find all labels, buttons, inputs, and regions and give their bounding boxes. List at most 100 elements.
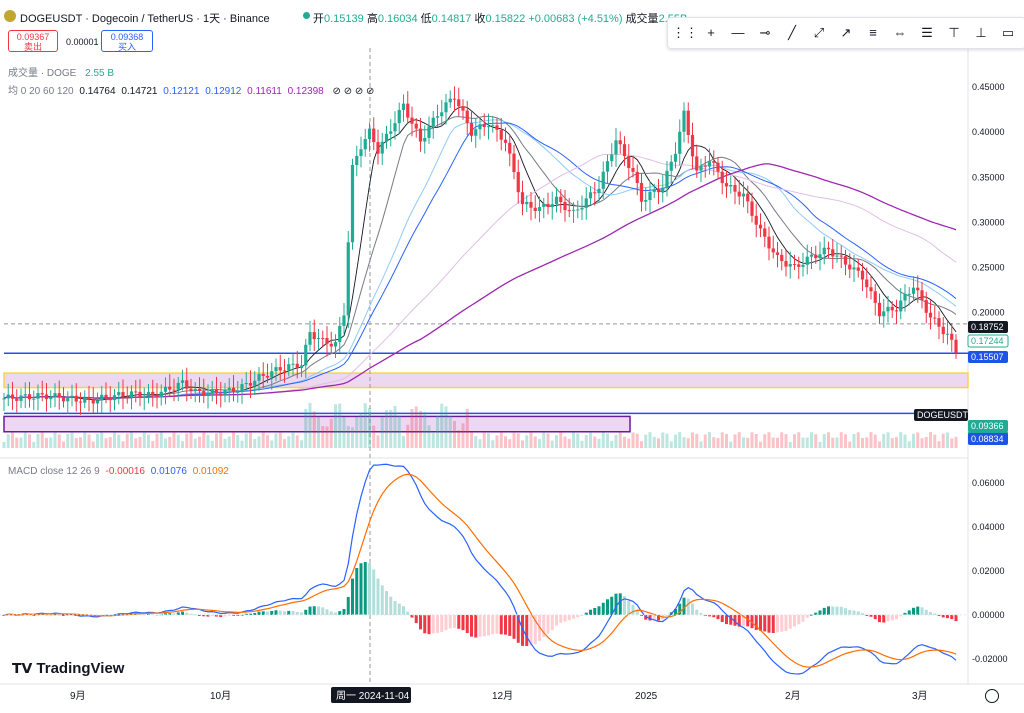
- volume-bar: [941, 433, 945, 448]
- volume-bar: [682, 437, 686, 448]
- macd-histogram-bar: [495, 614, 499, 634]
- dogecoin-logo-icon: [4, 10, 16, 22]
- candle-body: [554, 196, 559, 205]
- buy-label: 买入: [117, 42, 136, 52]
- volume-bar: [236, 435, 240, 448]
- parallel-channel-icon[interactable]: ≡: [869, 25, 877, 40]
- buy-button[interactable]: 0.09368 买入: [101, 30, 153, 52]
- sell-button[interactable]: 0.09367 卖出: [8, 30, 58, 52]
- macd-histogram-bar: [427, 614, 431, 635]
- volume-bar: [631, 432, 635, 448]
- volume-bar: [53, 432, 57, 448]
- volume-bar: [763, 434, 767, 448]
- fib-retracement-icon[interactable]: ☰: [921, 25, 933, 40]
- rectangle-icon[interactable]: ▭: [1001, 25, 1015, 40]
- volume-bar: [206, 434, 210, 448]
- volume-bar: [835, 437, 839, 448]
- macd-histogram-bar: [784, 614, 788, 631]
- candle-body: [457, 99, 461, 107]
- low-label: 低: [420, 13, 432, 25]
- macd-histogram-bar: [470, 614, 473, 637]
- macd-histogram-bar: [674, 608, 677, 615]
- candle-body: [36, 393, 40, 399]
- volume-bar: [87, 434, 91, 448]
- ma-indicator-legend[interactable]: 均 0 20 60 120 0.14764 0.14721 0.12121 0.…: [8, 82, 374, 97]
- macd-histogram-bar: [640, 614, 643, 617]
- volume-bar: [504, 436, 507, 448]
- horizontal-line-icon[interactable]: —: [731, 25, 745, 40]
- ma-settings-icons[interactable]: ⊘ ⊘ ⊘ ⊘: [332, 86, 375, 97]
- macd-histogram-bar: [215, 614, 218, 617]
- volume-bar: [108, 437, 112, 448]
- macd-histogram-bar: [848, 609, 852, 615]
- candle-body: [448, 98, 452, 103]
- macd-histogram-bar: [168, 613, 172, 615]
- macd-histogram-bar: [827, 606, 830, 615]
- volume-bar: [329, 418, 333, 448]
- macd-indicator-title: MACD close 12 26 9: [8, 466, 100, 477]
- macd-histogram-bar: [890, 614, 894, 621]
- volume-bar: [512, 432, 516, 448]
- volume-bar: [91, 441, 95, 448]
- horizontal-ray-icon[interactable]: ⊸: [759, 25, 771, 40]
- macd-indicator-values: -0.00016 0.01076 0.01092: [103, 466, 229, 477]
- macd-histogram-bar: [244, 613, 248, 615]
- volume-bar: [32, 441, 36, 448]
- support-zone: [3, 415, 631, 433]
- candle-body: [6, 394, 10, 399]
- ray-line-icon[interactable]: ↗: [840, 25, 852, 40]
- candle-body: [57, 393, 61, 398]
- candle-body: [418, 128, 423, 142]
- macd-histogram-bar: [937, 614, 941, 616]
- macd-histogram-bar: [164, 613, 167, 615]
- volume-bar: [359, 412, 363, 448]
- extended-line-icon[interactable]: ⤢: [813, 25, 825, 40]
- macd-histogram-bar: [691, 603, 694, 615]
- macd-histogram-bar: [453, 614, 456, 628]
- crosshair-icon[interactable]: +: [707, 25, 715, 40]
- drag-handle-icon[interactable]: ⋮⋮: [672, 25, 698, 40]
- macd-histogram-bar: [402, 606, 405, 615]
- flat-channel-icon[interactable]: ⇔: [893, 25, 907, 40]
- volume-bar: [716, 438, 720, 448]
- candle-body: [91, 399, 95, 404]
- candle-body: [376, 142, 380, 154]
- volume-bar: [708, 432, 711, 448]
- volume-bar: [546, 433, 550, 448]
- volume-bar: [334, 404, 337, 448]
- time-tick-label: 2025: [635, 691, 658, 702]
- volume-bar: [733, 434, 737, 448]
- volume-bar: [70, 432, 74, 448]
- volume-indicator-legend[interactable]: 成交量 · DOGE 2.55 B: [8, 64, 114, 79]
- short-position-icon[interactable]: ⊥: [975, 25, 987, 40]
- candle-body: [406, 103, 410, 118]
- volume-bar: [189, 432, 193, 448]
- volume-bar: [431, 432, 435, 448]
- volume-bar: [397, 415, 401, 448]
- candle-body: [202, 391, 206, 396]
- macd-histogram-bar: [873, 614, 877, 620]
- volume-bar: [754, 434, 758, 448]
- trend-line-icon[interactable]: ╱: [788, 25, 796, 40]
- volume-bar: [45, 437, 48, 448]
- long-position-icon[interactable]: ⊤: [948, 25, 960, 40]
- candle-body: [363, 139, 367, 150]
- price-tick-label: 0.25000: [972, 263, 1005, 273]
- macd-indicator-legend[interactable]: MACD close 12 26 9 -0.00016 0.01076 0.01…: [8, 466, 229, 477]
- time-tick-label: 9月: [70, 690, 86, 702]
- macd-histogram-bar: [304, 609, 308, 615]
- candle-body: [639, 183, 644, 202]
- candle-body: [61, 397, 66, 402]
- macd-histogram-bar: [754, 614, 758, 630]
- volume-bar: [916, 432, 920, 448]
- macd-histogram-bar: [257, 611, 261, 615]
- candle-body: [737, 191, 741, 197]
- candle-body: [414, 123, 418, 129]
- settings-gear-icon[interactable]: [985, 689, 999, 703]
- volume-bar: [610, 440, 614, 448]
- symbol-title[interactable]: DOGEUSDT · Dogecoin / TetherUS · 1天 · Bi…: [20, 13, 270, 25]
- candle-body: [338, 325, 342, 343]
- volume-bar: [28, 434, 31, 448]
